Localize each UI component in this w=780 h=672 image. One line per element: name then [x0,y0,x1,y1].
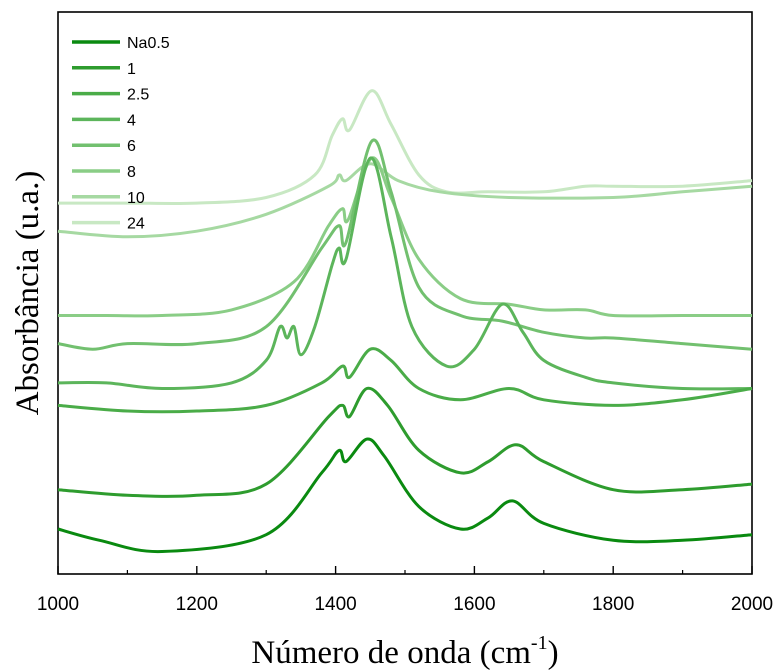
series-line-1 [57,386,753,498]
legend-label: Na0.5 [127,35,170,52]
series-line-na0-5 [57,437,753,554]
x-tick-label: 1800 [592,594,634,615]
legend: Na0.5 1 2.5 4 6 8 10 24 [72,35,170,233]
x-axis-title-tail: ) [548,635,559,671]
series-lines [57,89,753,554]
series-line-6 [57,138,753,351]
legend-label: 6 [127,138,136,155]
x-tick-label: 1600 [453,594,495,615]
x-axis-title-main: Número de onda (cm [251,635,531,671]
x-ticks: 1000 1200 1400 1600 1800 2000 [37,566,773,615]
legend-label: 1 [127,61,136,78]
series-line-2-5 [57,347,753,414]
legend-label: 10 [127,190,145,207]
series-line-8 [57,156,752,318]
legend-label: 24 [127,216,145,233]
legend-label: 4 [127,112,136,129]
series-line-10 [57,162,753,239]
x-tick-label: 1400 [314,594,356,615]
y-axis-title: Absorbância (u.a.) [10,171,46,416]
legend-label: 2.5 [127,87,149,104]
series-line-4 [57,156,753,391]
x-tick-label: 1200 [176,594,218,615]
series-line-24 [58,89,753,205]
legend-label: 8 [127,164,136,181]
x-tick-label: 2000 [731,594,773,615]
x-tick-label: 1000 [37,594,79,615]
x-axis-title: Número de onda (cm-1) [251,632,558,671]
x-axis-title-superscript: -1 [531,632,548,654]
